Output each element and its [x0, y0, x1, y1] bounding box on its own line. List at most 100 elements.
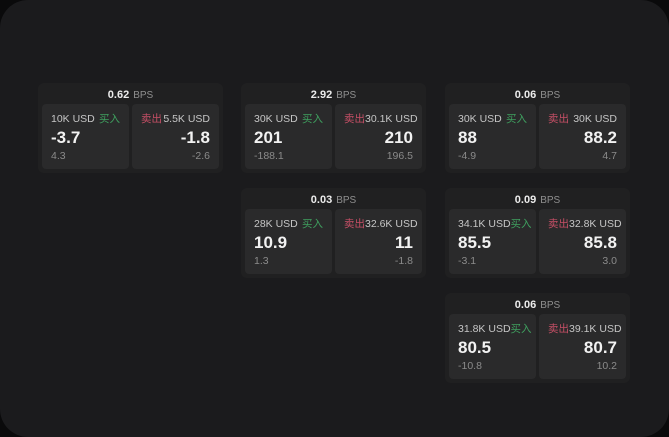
bps-header: 0.62 BPS — [38, 83, 223, 104]
buy-amount: 30K USD — [458, 113, 502, 125]
quote-card: 0.06 BPS 30K USD 买入 88 -4.9 卖出 30K USD — [445, 83, 630, 173]
buy-top-row: 30K USD 买入 — [458, 111, 527, 126]
buy-price: 10.9 — [254, 233, 288, 252]
sell-panel[interactable]: 卖出 32.8K USD 85.8 3.0 — [539, 209, 626, 274]
sell-price: 80.7 — [583, 338, 617, 357]
buy-top-row: 31.8K USD 买入 — [458, 321, 532, 336]
bps-header: 0.09 BPS — [445, 188, 630, 209]
buy-panel[interactable]: 30K USD 买入 201 -188.1 — [245, 104, 332, 169]
sell-panel[interactable]: 卖出 32.6K USD 11 -1.8 — [335, 209, 422, 274]
bps-header: 2.92 BPS — [241, 83, 426, 104]
bps-unit-label: BPS — [540, 195, 561, 206]
sell-price: 85.8 — [583, 233, 617, 252]
sell-side-label: 卖出 — [548, 323, 569, 335]
sell-side-label: 卖出 — [344, 113, 365, 125]
sell-delta: -1.8 — [394, 255, 413, 267]
bps-value: 0.06 — [514, 299, 537, 311]
quote-panels: 34.1K USD 买入 85.5 -3.1 卖出 32.8K USD 85.8… — [445, 209, 630, 278]
buy-delta: 1.3 — [254, 255, 269, 267]
bps-header: 0.06 BPS — [445, 293, 630, 314]
sell-panel[interactable]: 卖出 39.1K USD 80.7 10.2 — [539, 314, 626, 379]
sell-top-row: 卖出 39.1K USD — [548, 321, 622, 336]
buy-top-row: 34.1K USD 买入 — [458, 216, 532, 231]
sell-delta: 10.2 — [596, 360, 617, 372]
buy-side-label: 买入 — [510, 323, 532, 335]
buy-amount: 30K USD — [254, 113, 298, 125]
buy-delta: 4.3 — [51, 150, 66, 162]
buy-top-row: 30K USD 买入 — [254, 111, 323, 126]
buy-delta: -4.9 — [458, 150, 477, 162]
sell-panel[interactable]: 卖出 30.1K USD 210 196.5 — [335, 104, 422, 169]
sell-top-row: 卖出 30.1K USD — [344, 111, 418, 126]
buy-side-label: 买入 — [510, 218, 532, 230]
sell-delta: 3.0 — [602, 255, 617, 267]
quote-card: 2.92 BPS 30K USD 买入 201 -188.1 卖出 30.1K U… — [241, 83, 426, 173]
buy-top-row: 28K USD 买入 — [254, 216, 323, 231]
sell-delta: 196.5 — [386, 150, 413, 162]
sell-top-row: 卖出 32.6K USD — [344, 216, 418, 231]
bps-value: 0.06 — [514, 89, 537, 101]
sell-side-label: 卖出 — [548, 218, 569, 230]
quote-panels: 28K USD 买入 10.9 1.3 卖出 32.6K USD 11 -1.8 — [241, 209, 426, 278]
sell-top-row: 卖出 5.5K USD — [141, 111, 210, 126]
buy-panel[interactable]: 10K USD 买入 -3.7 4.3 — [42, 104, 129, 169]
buy-panel[interactable]: 30K USD 买入 88 -4.9 — [449, 104, 536, 169]
buy-amount: 31.8K USD — [458, 323, 511, 335]
quote-panels: 30K USD 买入 88 -4.9 卖出 30K USD 88.2 4.7 — [445, 104, 630, 173]
bps-value: 0.62 — [107, 89, 130, 101]
sell-side-label: 卖出 — [344, 218, 365, 230]
bps-header: 0.06 BPS — [445, 83, 630, 104]
sell-price: -1.8 — [180, 128, 210, 147]
sell-side-label: 卖出 — [141, 113, 162, 125]
sell-side-label: 卖出 — [548, 113, 569, 125]
buy-delta: -188.1 — [254, 150, 284, 162]
sell-panel[interactable]: 卖出 30K USD 88.2 4.7 — [539, 104, 626, 169]
sell-amount: 39.1K USD — [569, 323, 622, 335]
buy-side-label: 买入 — [506, 113, 527, 125]
quote-panels: 31.8K USD 买入 80.5 -10.8 卖出 39.1K USD 80.… — [445, 314, 630, 383]
sell-price: 88.2 — [583, 128, 617, 147]
buy-price: 88 — [458, 128, 477, 147]
sell-amount: 32.6K USD — [365, 218, 418, 230]
sell-top-row: 卖出 30K USD — [548, 111, 617, 126]
quote-card: 0.03 BPS 28K USD 买入 10.9 1.3 卖出 32.6K USD — [241, 188, 426, 278]
buy-delta: -3.1 — [458, 255, 477, 267]
sell-amount: 5.5K USD — [163, 113, 210, 125]
buy-side-label: 买入 — [302, 113, 323, 125]
buy-price: -3.7 — [51, 128, 81, 147]
bps-unit-label: BPS — [540, 300, 561, 311]
bps-unit-label: BPS — [336, 90, 357, 101]
bps-value: 0.09 — [514, 194, 537, 206]
buy-amount: 10K USD — [51, 113, 95, 125]
sell-amount: 30.1K USD — [365, 113, 418, 125]
sell-price: 11 — [395, 233, 413, 252]
sell-delta: -2.6 — [191, 150, 210, 162]
buy-price: 80.5 — [458, 338, 492, 357]
buy-panel[interactable]: 34.1K USD 买入 85.5 -3.1 — [449, 209, 536, 274]
buy-panel[interactable]: 28K USD 买入 10.9 1.3 — [245, 209, 332, 274]
buy-amount: 34.1K USD — [458, 218, 511, 230]
buy-panel[interactable]: 31.8K USD 买入 80.5 -10.8 — [449, 314, 536, 379]
buy-side-label: 买入 — [99, 113, 120, 125]
bps-unit-label: BPS — [133, 90, 154, 101]
buy-side-label: 买入 — [302, 218, 323, 230]
sell-amount: 30K USD — [573, 113, 617, 125]
bps-value: 2.92 — [310, 89, 333, 101]
buy-price: 201 — [254, 128, 283, 147]
buy-amount: 28K USD — [254, 218, 298, 230]
bps-header: 0.03 BPS — [241, 188, 426, 209]
sell-price: 210 — [384, 128, 413, 147]
quote-card: 0.06 BPS 31.8K USD 买入 80.5 -10.8 卖出 39.1K… — [445, 293, 630, 383]
buy-top-row: 10K USD 买入 — [51, 111, 120, 126]
sell-panel[interactable]: 卖出 5.5K USD -1.8 -2.6 — [132, 104, 219, 169]
buy-price: 85.5 — [458, 233, 492, 252]
sell-amount: 32.8K USD — [569, 218, 622, 230]
quote-card: 0.09 BPS 34.1K USD 买入 85.5 -3.1 卖出 32.8K … — [445, 188, 630, 278]
bps-unit-label: BPS — [336, 195, 357, 206]
sell-delta: 4.7 — [602, 150, 617, 162]
buy-delta: -10.8 — [458, 360, 482, 372]
quote-card: 0.62 BPS 10K USD 买入 -3.7 4.3 卖出 5.5K USD — [38, 83, 223, 173]
bps-unit-label: BPS — [540, 90, 561, 101]
